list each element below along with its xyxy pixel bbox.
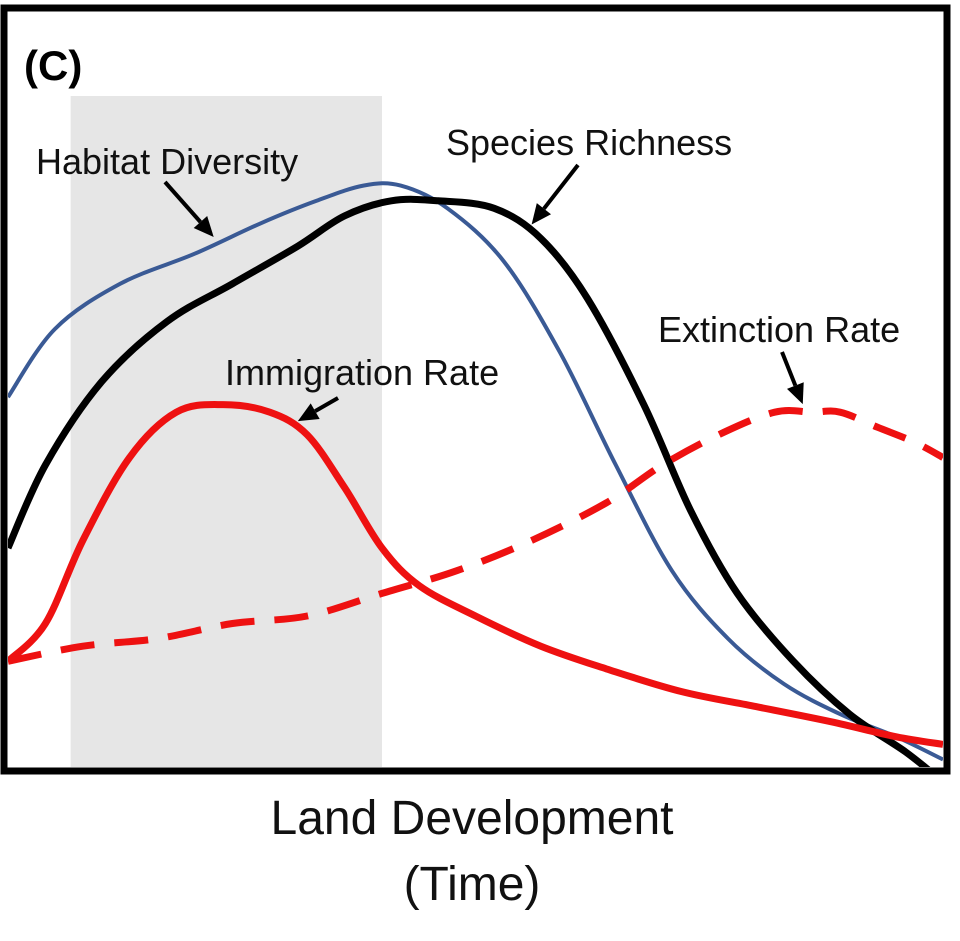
series-line-extinction-rate [8,407,943,665]
shaded-region [70,96,383,767]
annotation-arrowhead-immigration-rate [297,403,320,422]
annotation-arrowhead-species-richness [531,203,551,225]
series-line-habitat-diversity [8,181,943,762]
annotation-arrowhead-extinction-rate [786,382,804,405]
series-label-extinction-rate: Extinction Rate [658,309,900,350]
x-axis-label-line-2: (Time) [404,858,541,911]
annotation-arrowhead-habitat-diversity [193,216,214,237]
panel-label: (C) [24,42,82,89]
plot-frame [0,4,951,775]
annotation-arrow-immigration-rate [314,396,339,413]
series-label-habitat-diversity: Habitat Diversity [36,141,298,182]
x-axis-label-line-1: Land Development [271,792,674,845]
series-group [8,181,943,767]
series-label-species-richness: Species Richness [446,122,732,163]
series-line-immigration-rate [8,401,943,748]
annotation-arrow-species-richness [542,163,580,210]
plot-area [8,96,943,767]
series-label-immigration-rate: Immigration Rate [225,352,499,393]
series-line-species-richness [8,195,931,767]
annotation-arrow-extinction-rate [780,351,798,387]
annotation-arrow-habitat-diversity [163,180,202,224]
